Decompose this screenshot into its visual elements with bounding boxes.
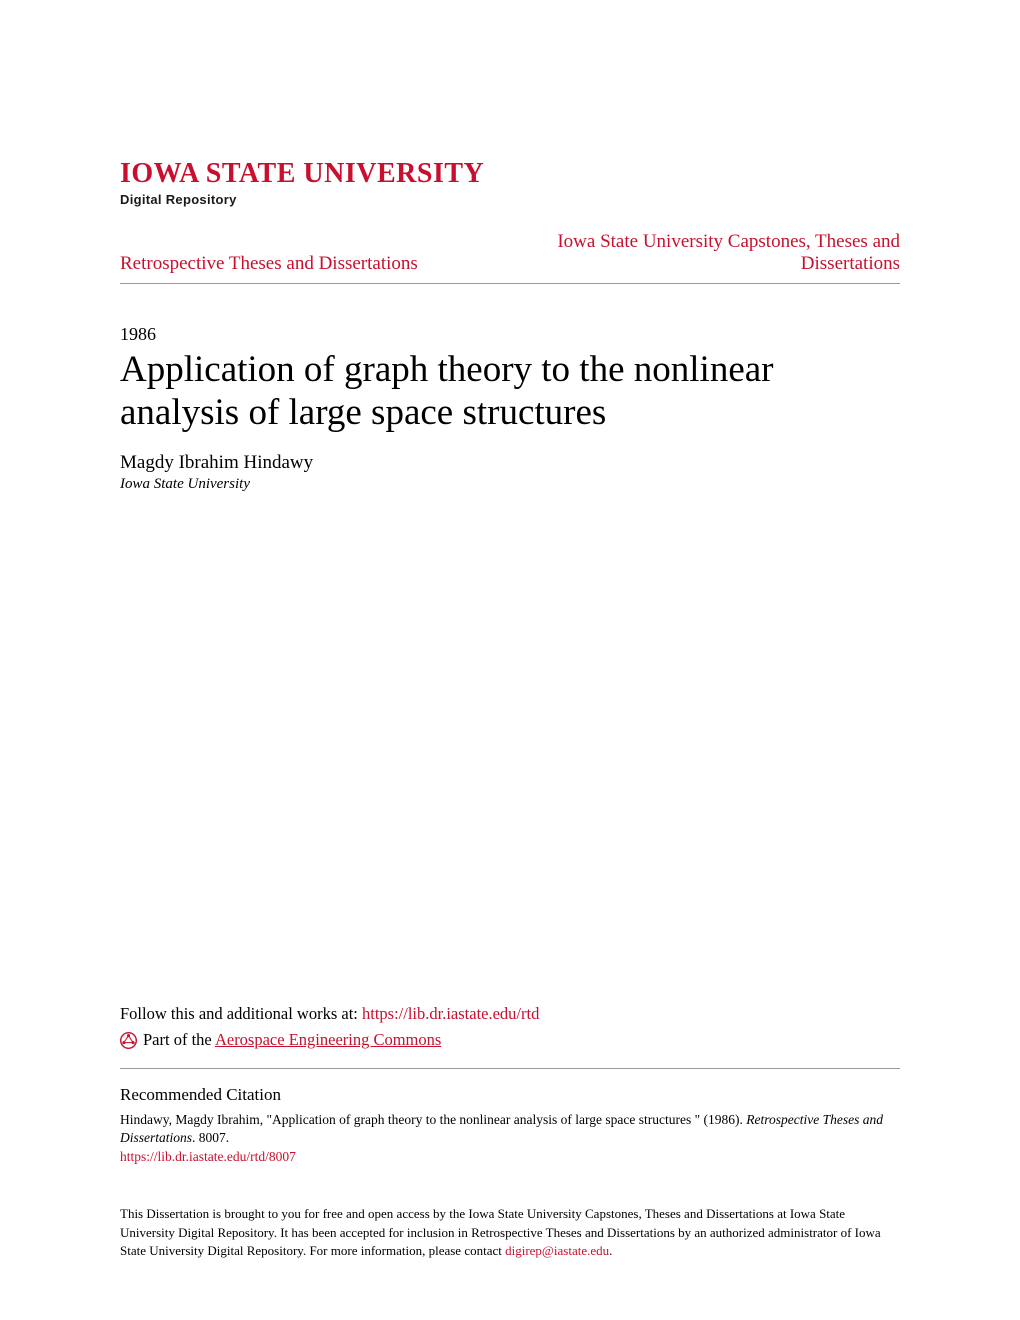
citation-text: Hindawy, Magdy Ibrahim, "Application of …	[120, 1111, 900, 1147]
collection-link-left[interactable]: Retrospective Theses and Dissertations	[120, 253, 490, 275]
citation-post: . 8007.	[192, 1130, 229, 1145]
footer-tail: .	[609, 1243, 612, 1258]
follow-prefix: Follow this and additional works at:	[120, 1004, 362, 1023]
logo-main-text: IOWA STATE UNIVERSITY	[120, 160, 900, 188]
citation-pre: Hindawy, Magdy Ibrahim, "Application of …	[120, 1112, 746, 1127]
footer-body: This Dissertation is brought to you for …	[120, 1206, 881, 1257]
follow-url-link[interactable]: https://lib.dr.iastate.edu/rtd	[362, 1004, 539, 1023]
citation-url-link[interactable]: https://lib.dr.iastate.edu/rtd/8007	[120, 1149, 900, 1165]
partof-prefix: Part of the	[143, 1030, 215, 1049]
spacer	[120, 493, 900, 1004]
partof-text: Part of the Aerospace Engineering Common…	[143, 1030, 441, 1050]
collection-link-right[interactable]: Iowa State University Capstones, Theses …	[530, 231, 900, 275]
commons-link[interactable]: Aerospace Engineering Commons	[215, 1030, 441, 1049]
institution-logo: IOWA STATE UNIVERSITY Digital Repository	[120, 160, 900, 207]
contact-email-link[interactable]: digirep@iastate.edu	[505, 1243, 609, 1258]
author-affiliation: Iowa State University	[120, 476, 900, 493]
logo-sub-text: Digital Repository	[120, 192, 900, 207]
paper-title: Application of graph theory to the nonli…	[120, 349, 900, 434]
publication-year: 1986	[120, 324, 900, 345]
network-icon	[120, 1032, 137, 1049]
partof-line: Part of the Aerospace Engineering Common…	[120, 1030, 900, 1069]
author-name: Magdy Ibrahim Hindawy	[120, 452, 900, 474]
header-row: Retrospective Theses and Dissertations I…	[120, 231, 900, 284]
page-container: IOWA STATE UNIVERSITY Digital Repository…	[0, 0, 1020, 1320]
follow-line: Follow this and additional works at: htt…	[120, 1004, 900, 1024]
citation-heading: Recommended Citation	[120, 1085, 900, 1105]
footer-text: This Dissertation is brought to you for …	[120, 1205, 900, 1260]
